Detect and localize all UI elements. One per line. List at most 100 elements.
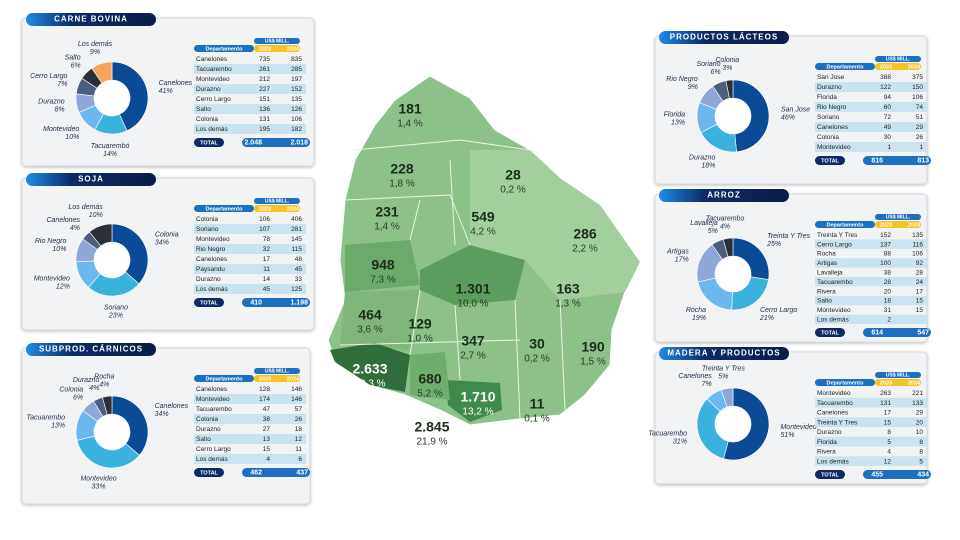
table-cell: 388 (880, 74, 891, 81)
donut-hole (715, 98, 751, 134)
table-cell: 15 (263, 446, 271, 453)
header-pill (194, 45, 254, 52)
year-pill (254, 45, 300, 52)
table-cell: 227 (259, 86, 270, 93)
region-value: 1.710 (460, 389, 495, 405)
donut-value-label: 12% (56, 284, 70, 291)
total-value: 434 (917, 472, 929, 479)
donut-label: Canelones (155, 403, 189, 410)
donut-value-label: 33% (92, 483, 106, 490)
donut-label: Lavalleja (690, 220, 718, 227)
map-region (410, 352, 450, 400)
table-cell: 26 (916, 134, 924, 141)
donut-label: Colonia (59, 386, 83, 393)
total-values (863, 470, 931, 479)
row-band (815, 239, 927, 249)
unit-pill (254, 368, 300, 374)
table-cell: Montevideo (196, 396, 230, 403)
year-pill (254, 375, 300, 382)
donut-hole (715, 406, 751, 442)
table-cell: 51 (916, 114, 924, 121)
panel-title: SOJA (78, 175, 104, 184)
table-cell: 2 (887, 317, 891, 324)
region-value: 347 (461, 333, 485, 349)
donut-value-label: 34% (155, 411, 169, 418)
donut-value-label: 9% (90, 49, 100, 56)
table-header: 2023 (880, 380, 892, 386)
region-value: 1.301 (455, 281, 490, 297)
table-header: Departamento (206, 46, 244, 52)
total-label: TOTAL (821, 158, 839, 164)
table-cell: 221 (912, 390, 923, 397)
total-label: TOTAL (200, 470, 218, 476)
donut-value-label: 34% (155, 240, 169, 247)
region-value: 163 (556, 281, 580, 297)
table-cell: 116 (913, 241, 924, 248)
map-region (330, 343, 410, 392)
table-cell: 182 (291, 126, 302, 133)
table-unit: US$ MILL. (265, 39, 290, 45)
table-cell: Durazno (196, 86, 221, 93)
table-cell: 106 (259, 216, 270, 223)
table-cell: 128 (259, 386, 270, 393)
table-cell: Durazno (196, 426, 221, 433)
table-cell: 146 (291, 386, 302, 393)
table-cell: 28 (884, 279, 892, 286)
table-cell: 406 (291, 216, 302, 223)
donut-label: Durazno (689, 155, 716, 162)
table-cell: Rio Negro (817, 104, 847, 111)
table-cell: 18 (295, 426, 303, 433)
table-cell: 152 (291, 86, 302, 93)
donut-value-label: 6% (710, 69, 720, 76)
table-cell: Los demás (196, 286, 229, 293)
title-pill (26, 13, 156, 26)
donut-label: San Jose (781, 106, 810, 113)
table-cell: 4 (887, 449, 891, 456)
donut-value-label: 25% (766, 241, 781, 248)
row-band (815, 295, 927, 306)
table-cell: 38 (884, 270, 892, 277)
table-cell: 135 (291, 96, 302, 103)
map-region (470, 150, 640, 300)
region-share: 1,8 % (389, 179, 415, 190)
table-cell: 135 (912, 232, 923, 239)
table-cell: Tacuarembo (817, 279, 853, 286)
donut-segment (102, 395, 113, 416)
table-cell: Montevideo (817, 144, 851, 151)
total-value: 2.048 (244, 140, 262, 147)
table-cell: 8 (919, 449, 923, 456)
table-header: Departamento (206, 376, 244, 382)
table-cell: Colonia (196, 116, 218, 123)
region-value: 129 (408, 316, 432, 332)
table-cell: 212 (259, 76, 270, 83)
table-header: 2024 (287, 376, 300, 382)
unit-pill (875, 372, 921, 378)
donut-label: Canelones (678, 373, 712, 380)
table-cell: 20 (884, 288, 892, 295)
table-cell: 49 (884, 124, 892, 131)
region-value: 11 (530, 396, 545, 412)
panel: CARNE BOVINACanelones41%Tacuarembó14%Mon… (21, 13, 315, 167)
table-cell: Tacuarembo (196, 66, 232, 73)
table-cell: 57 (295, 406, 303, 413)
row-band (194, 244, 306, 254)
table-header: 2024 (908, 64, 921, 70)
row-band (815, 456, 927, 466)
donut-label: Durazno (73, 377, 100, 384)
donut-value-label: 8% (55, 107, 65, 114)
donut-value-label: 31% (673, 439, 687, 446)
table-cell: 375 (912, 74, 923, 81)
table-cell: 27 (263, 426, 271, 433)
table-cell: 11 (295, 446, 302, 453)
donut-label: Cerro Largo (760, 307, 797, 314)
table-header: 2024 (287, 46, 300, 52)
row-band (815, 142, 927, 152)
table-cell: 38 (263, 416, 271, 423)
table-cell: Montevideo (196, 236, 230, 243)
table-cell: 17 (916, 288, 924, 295)
table-cell: 106 (291, 116, 302, 123)
table-cell: Treinta Y Tres (817, 419, 858, 426)
table-cell: 150 (912, 84, 923, 91)
table-cell: 195 (259, 126, 270, 133)
